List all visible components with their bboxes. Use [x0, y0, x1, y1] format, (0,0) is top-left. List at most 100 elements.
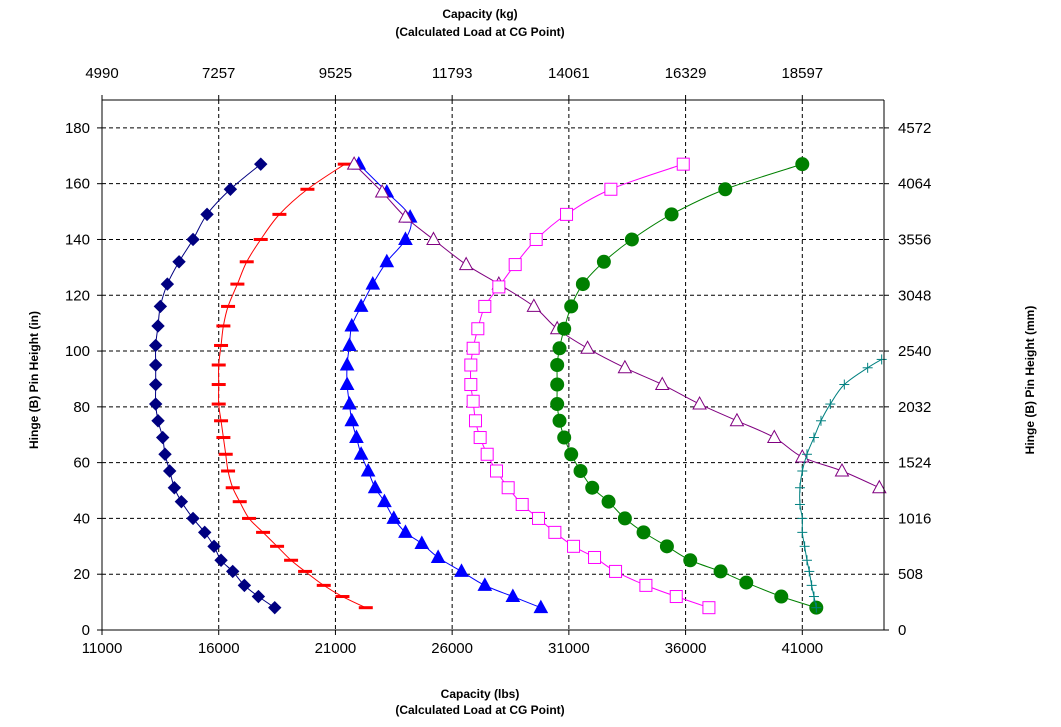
data-point-diamond [200, 207, 214, 222]
data-point-circle [601, 494, 616, 509]
data-point-circle [550, 358, 565, 372]
data-point-triangle [353, 446, 369, 460]
data-point-square [560, 207, 574, 221]
right-tick-label: 3556 [898, 231, 931, 248]
data-point-triangle [342, 337, 357, 351]
data-point-triangle [398, 231, 413, 245]
right-tick-label: 1016 [898, 510, 931, 527]
bottom-tick-label: 11000 [82, 640, 123, 657]
data-point-circle [664, 207, 679, 222]
data-point-circle [774, 589, 789, 604]
data-point-diamond [268, 600, 282, 615]
data-point-triangle [654, 376, 670, 391]
data-point-triangle [526, 298, 542, 312]
data-point-triangle [398, 209, 413, 223]
top-tick-label: 14061 [548, 65, 590, 82]
data-point-dash [221, 304, 236, 308]
top-tick-label: 18597 [781, 65, 823, 82]
data-point-circle [617, 511, 632, 526]
data-point-triangle [386, 510, 402, 524]
data-point-square [471, 322, 485, 336]
data-point-diamond [151, 414, 165, 428]
data-point-triangle [353, 298, 369, 312]
data-point-plus [839, 379, 850, 390]
right-tick-label: 4572 [898, 120, 931, 137]
data-point-circle [573, 464, 588, 478]
data-point-dash [358, 606, 373, 610]
data-point-square [604, 182, 618, 196]
left-tick-label: 80 [73, 399, 90, 416]
data-point-triangle [374, 184, 390, 198]
data-point-dash [232, 500, 247, 504]
data-point-square [702, 601, 716, 615]
data-point-circle [557, 430, 572, 445]
data-point-plus [862, 362, 873, 373]
left-tick-label: 100 [65, 343, 90, 360]
data-point-dash [284, 558, 299, 562]
data-point-dash [256, 530, 271, 534]
series-2 [211, 162, 373, 610]
bottom-tick-label: 16000 [198, 640, 240, 657]
data-point-diamond [160, 277, 175, 291]
data-point-plus [815, 415, 826, 426]
right-tick-label: 0 [898, 622, 906, 639]
data-point-diamond [214, 553, 228, 567]
data-point-triangle [617, 359, 633, 374]
data-point-triangle [398, 524, 413, 538]
data-point-plus [811, 602, 822, 613]
left-tick-label: 180 [65, 120, 90, 137]
data-point-dash [298, 569, 313, 573]
data-point-triangle [344, 317, 360, 332]
data-point-circle [575, 277, 590, 292]
data-point-dash [214, 343, 229, 347]
data-point-triangle [580, 340, 595, 354]
data-point-triangle [344, 412, 360, 427]
bottom-tick-label: 21000 [315, 640, 357, 657]
data-point-plus [825, 399, 836, 410]
data-point-triangle [533, 599, 549, 614]
data-point-diamond [167, 481, 182, 495]
data-point-dash [230, 282, 245, 286]
data-point-dash [225, 486, 240, 490]
data-point-square [492, 280, 506, 294]
data-point-triangle [339, 376, 355, 391]
data-point-diamond [198, 525, 212, 540]
data-point-diamond [148, 377, 163, 392]
data-point-diamond [162, 464, 177, 478]
data-point-square [567, 539, 581, 553]
data-point-circle [659, 539, 674, 554]
data-point-square [501, 481, 515, 495]
right-tick-label: 2032 [898, 399, 931, 416]
data-point-circle [718, 182, 733, 197]
data-point-diamond [186, 511, 200, 526]
data-point-circle [739, 575, 754, 590]
data-point-square [639, 578, 653, 592]
data-point-square [669, 590, 683, 604]
data-point-triangle [426, 231, 441, 245]
data-point-square [478, 299, 492, 313]
data-point-plus [806, 580, 817, 591]
data-point-plus [797, 527, 808, 538]
top-tick-label: 11793 [432, 65, 473, 82]
series-1 [148, 157, 282, 615]
bottom-tick-label: 36000 [665, 640, 707, 657]
top-axis-title-line1: Capacity (kg) [442, 7, 517, 21]
series-line [346, 163, 542, 609]
data-point-dash [216, 324, 231, 328]
data-point-dash [337, 162, 352, 166]
data-point-diamond [174, 494, 189, 509]
data-point-square [466, 394, 480, 408]
data-point-square [490, 464, 504, 478]
data-point-dash [214, 419, 229, 423]
data-point-circle [550, 397, 565, 412]
data-point-plus [804, 566, 815, 577]
series-line [470, 163, 710, 609]
data-point-dash [239, 260, 254, 264]
data-point-plus [797, 513, 808, 524]
data-point-triangle [458, 256, 474, 271]
data-point-circle [795, 157, 810, 172]
data-point-plus [808, 591, 819, 602]
data-point-triangle [454, 563, 469, 577]
data-point-circle [683, 553, 698, 568]
